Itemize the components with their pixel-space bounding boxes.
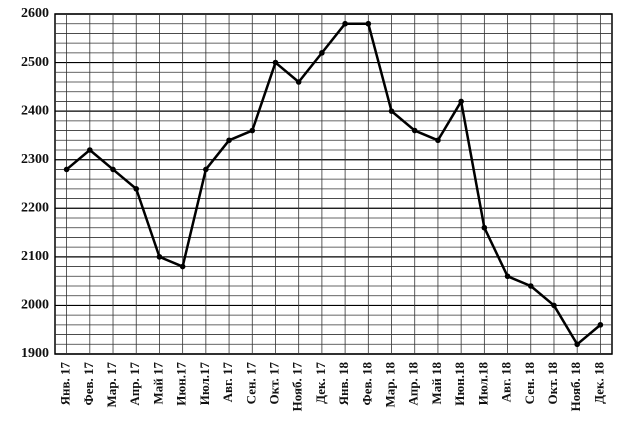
point <box>319 50 325 56</box>
x-tick-label: Сен. 18 <box>522 362 537 405</box>
point <box>435 137 441 144</box>
point <box>133 186 140 192</box>
x-tick-label: Нояб. 18 <box>568 362 583 412</box>
x-tick-label: Июл.17 <box>197 362 212 406</box>
x-tick-label: Фев. 18 <box>359 362 374 406</box>
x-tick-label: Июн.17 <box>174 362 189 406</box>
point <box>365 20 372 27</box>
y-tick-label: 2500 <box>21 55 49 70</box>
point <box>226 137 232 144</box>
point <box>156 254 163 260</box>
point <box>63 166 70 173</box>
point <box>388 108 395 114</box>
point <box>179 263 186 270</box>
plot-frame <box>54 13 613 355</box>
x-tick-label: Авг. 18 <box>499 362 514 403</box>
x-tick-label: Июл.18 <box>475 362 490 406</box>
point <box>458 98 464 105</box>
y-tick-label: 2000 <box>21 298 49 313</box>
x-tick-label: Окт. 18 <box>545 362 560 405</box>
x-tick-label: Мар. 18 <box>383 362 398 408</box>
point <box>411 127 418 134</box>
x-tick-label: Апр. 17 <box>127 362 142 406</box>
x-tick-label: Янв. 18 <box>336 362 351 406</box>
y-tick-label: 2300 <box>21 152 49 167</box>
x-tick-label: Июн.18 <box>452 362 467 406</box>
x-tick-label: Окт. 17 <box>266 362 281 405</box>
point <box>203 166 209 173</box>
point <box>597 322 604 328</box>
point <box>87 147 93 153</box>
x-tick-label: Дек. 18 <box>591 362 606 404</box>
x-tick-label: Фев. 17 <box>81 362 96 406</box>
y-tick-label: 2600 <box>21 6 49 21</box>
point <box>295 79 302 85</box>
point <box>110 166 116 173</box>
x-tick-label: Май 18 <box>429 362 444 405</box>
x-tick-label: Янв. 17 <box>58 362 73 406</box>
y-tick-label: 1900 <box>21 346 49 361</box>
point <box>249 127 256 134</box>
x-tick-label: Апр. 18 <box>406 362 421 406</box>
x-tick-label: Нояб. 17 <box>290 362 305 412</box>
point <box>481 224 488 231</box>
point <box>504 273 511 280</box>
x-tick-label: Мар. 17 <box>104 362 119 408</box>
point <box>527 283 534 289</box>
x-tick-label: Авг. 17 <box>220 362 235 403</box>
x-tick-label: Сен. 17 <box>243 362 258 405</box>
point <box>272 59 279 66</box>
point <box>551 302 557 309</box>
y-tick-label: 2200 <box>21 201 49 216</box>
y-tick-label: 2400 <box>21 103 49 118</box>
x-tick-label: Дек. 17 <box>313 362 328 404</box>
point <box>342 20 348 27</box>
x-tick-label: Май 17 <box>150 362 165 405</box>
line <box>65 22 602 346</box>
point <box>574 341 580 348</box>
y-tick-label: 2100 <box>21 249 49 264</box>
